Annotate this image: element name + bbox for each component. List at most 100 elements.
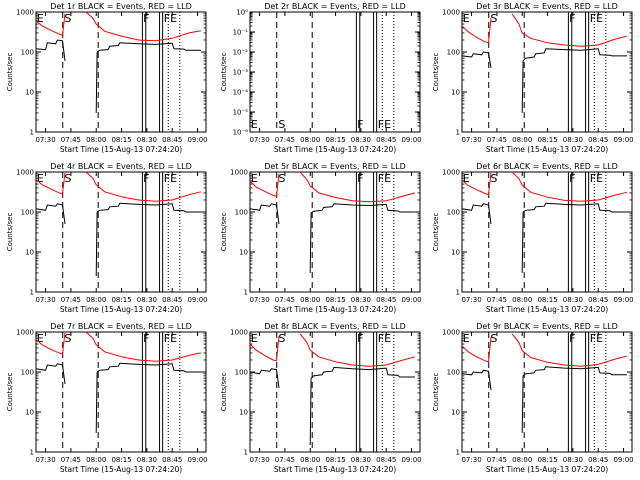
- x-tick-label: 07:30: [249, 456, 269, 464]
- x-tick-label: 08:30: [137, 456, 157, 464]
- chart-panel-1: Det 1r BLACK = Events, RED = LLD 1 10 100 10…: [6, 2, 208, 154]
- event-marker-fe: FE: [590, 332, 603, 345]
- x-tick-label: 09:00: [187, 136, 207, 144]
- y-tick-label: 10⁻⁶: [233, 129, 249, 137]
- chart-title: Det 7r BLACK = Events, RED = LLD: [50, 322, 192, 331]
- y-tick-label: 1000: [442, 9, 460, 17]
- series-line: [461, 18, 492, 44]
- series-lld: [249, 171, 416, 203]
- x-tick-label: 08:30: [563, 296, 583, 304]
- x-tick-label: 08:15: [325, 136, 345, 144]
- x-tick-label: 08:00: [512, 296, 532, 304]
- x-tick-label: 08:45: [376, 296, 396, 304]
- series-line: [249, 173, 280, 197]
- x-axis-label: Start Time (15-Aug-13 07:24:20): [60, 145, 182, 154]
- plot-frame: [35, 11, 207, 133]
- x-tick-label: 07:45: [61, 136, 81, 144]
- x-tick-label: 08:00: [86, 456, 106, 464]
- y-tick-label: 10: [239, 409, 248, 417]
- x-tick-label: 08:30: [351, 136, 371, 144]
- series-line: [511, 171, 628, 202]
- y-tick-label: 10: [451, 89, 460, 97]
- y-tick-label: 10⁰: [236, 9, 248, 17]
- x-tick-label: 09:00: [187, 296, 207, 304]
- event-marker-fe: FE: [590, 12, 603, 25]
- series-line: [249, 335, 280, 362]
- series-events: [249, 366, 415, 446]
- y-axis-label: Counts/sec: [220, 373, 228, 412]
- y-tick-label: 10: [451, 249, 460, 257]
- x-tick-label: 07:45: [61, 456, 81, 464]
- y-tick-label: 10⁻⁵: [233, 109, 249, 117]
- event-marker-f: F: [569, 172, 575, 185]
- x-tick-label: 08:30: [563, 456, 583, 464]
- event-marker-f: F: [143, 172, 149, 185]
- x-tick-label: 08:45: [162, 136, 182, 144]
- y-tick-label: 10⁻¹: [233, 29, 249, 37]
- series-line: [249, 368, 280, 388]
- chart-title: Det 6r BLACK = Events, RED = LLD: [476, 162, 618, 171]
- series-lld: [461, 333, 628, 367]
- plot-frame: [249, 11, 421, 133]
- y-tick-label: 1: [244, 449, 248, 457]
- x-tick-label: 07:30: [249, 296, 269, 304]
- series-line: [35, 172, 66, 195]
- chart-title: Det 5r BLACK = Events, RED = LLD: [264, 162, 406, 171]
- event-marker-e: E: [251, 332, 258, 345]
- x-tick-label: 09:00: [401, 296, 421, 304]
- x-tick-label: 08:00: [512, 456, 532, 464]
- x-tick-label: 08:45: [376, 456, 396, 464]
- event-marker-e: E: [251, 118, 258, 131]
- series-line: [85, 331, 202, 362]
- y-axis-label: Counts/sec: [6, 373, 14, 412]
- x-tick-label: 08:15: [111, 296, 131, 304]
- x-tick-label: 08:45: [162, 296, 182, 304]
- chart-panel-7: Det 7r BLACK = Events, RED = LLD 1 10 100 10…: [6, 322, 208, 474]
- series-line: [309, 366, 415, 446]
- series-line: [95, 202, 201, 277]
- y-tick-label: 1000: [442, 169, 460, 177]
- series-line: [299, 171, 416, 203]
- series-events: [461, 366, 627, 433]
- y-tick-label: 1: [30, 449, 34, 457]
- y-tick-label: 100: [235, 209, 248, 217]
- y-tick-label: 1: [244, 289, 248, 297]
- y-tick-label: 1000: [16, 9, 34, 17]
- x-tick-label: 08:00: [86, 296, 106, 304]
- series-line: [35, 39, 66, 61]
- x-tick-label: 08:00: [300, 296, 320, 304]
- series-lld: [461, 171, 628, 202]
- series-line: [95, 42, 201, 113]
- y-tick-label: 10: [239, 249, 248, 257]
- event-marker-f: F: [357, 172, 363, 185]
- y-tick-label: 100: [21, 209, 34, 217]
- event-marker-e: E: [37, 332, 44, 345]
- x-axis-label: Start Time (15-Aug-13 07:24:20): [486, 145, 608, 154]
- x-axis-label: Start Time (15-Aug-13 07:24:20): [60, 305, 182, 314]
- chart-panel-8: Det 8r BLACK = Events, RED = LLD 1 10 100 10…: [220, 322, 422, 474]
- event-marker-s: S: [490, 332, 497, 345]
- x-tick-label: 09:00: [401, 136, 421, 144]
- x-tick-label: 08:15: [325, 456, 345, 464]
- x-tick-label: 07:30: [461, 296, 481, 304]
- event-marker-f: F: [569, 12, 575, 25]
- event-marker-s: S: [490, 172, 497, 185]
- series-line: [85, 11, 201, 42]
- y-axis-label: Counts/sec: [6, 53, 14, 92]
- x-tick-label: 07:45: [275, 136, 295, 144]
- x-tick-label: 07:45: [487, 136, 507, 144]
- y-tick-label: 100: [21, 49, 34, 57]
- plot-frame: [461, 171, 633, 293]
- x-tick-label: 07:45: [487, 296, 507, 304]
- y-axis-label: Counts/sec: [220, 53, 228, 92]
- event-marker-s: S: [278, 172, 285, 185]
- event-marker-fe: FE: [164, 172, 177, 185]
- x-tick-label: 08:15: [111, 136, 131, 144]
- event-marker-s: S: [64, 12, 71, 25]
- y-tick-label: 1000: [16, 169, 34, 177]
- x-tick-label: 08:30: [137, 136, 157, 144]
- series-line: [521, 48, 627, 113]
- y-tick-label: 10: [25, 249, 34, 257]
- x-tick-label: 07:45: [487, 456, 507, 464]
- y-tick-label: 1: [30, 289, 34, 297]
